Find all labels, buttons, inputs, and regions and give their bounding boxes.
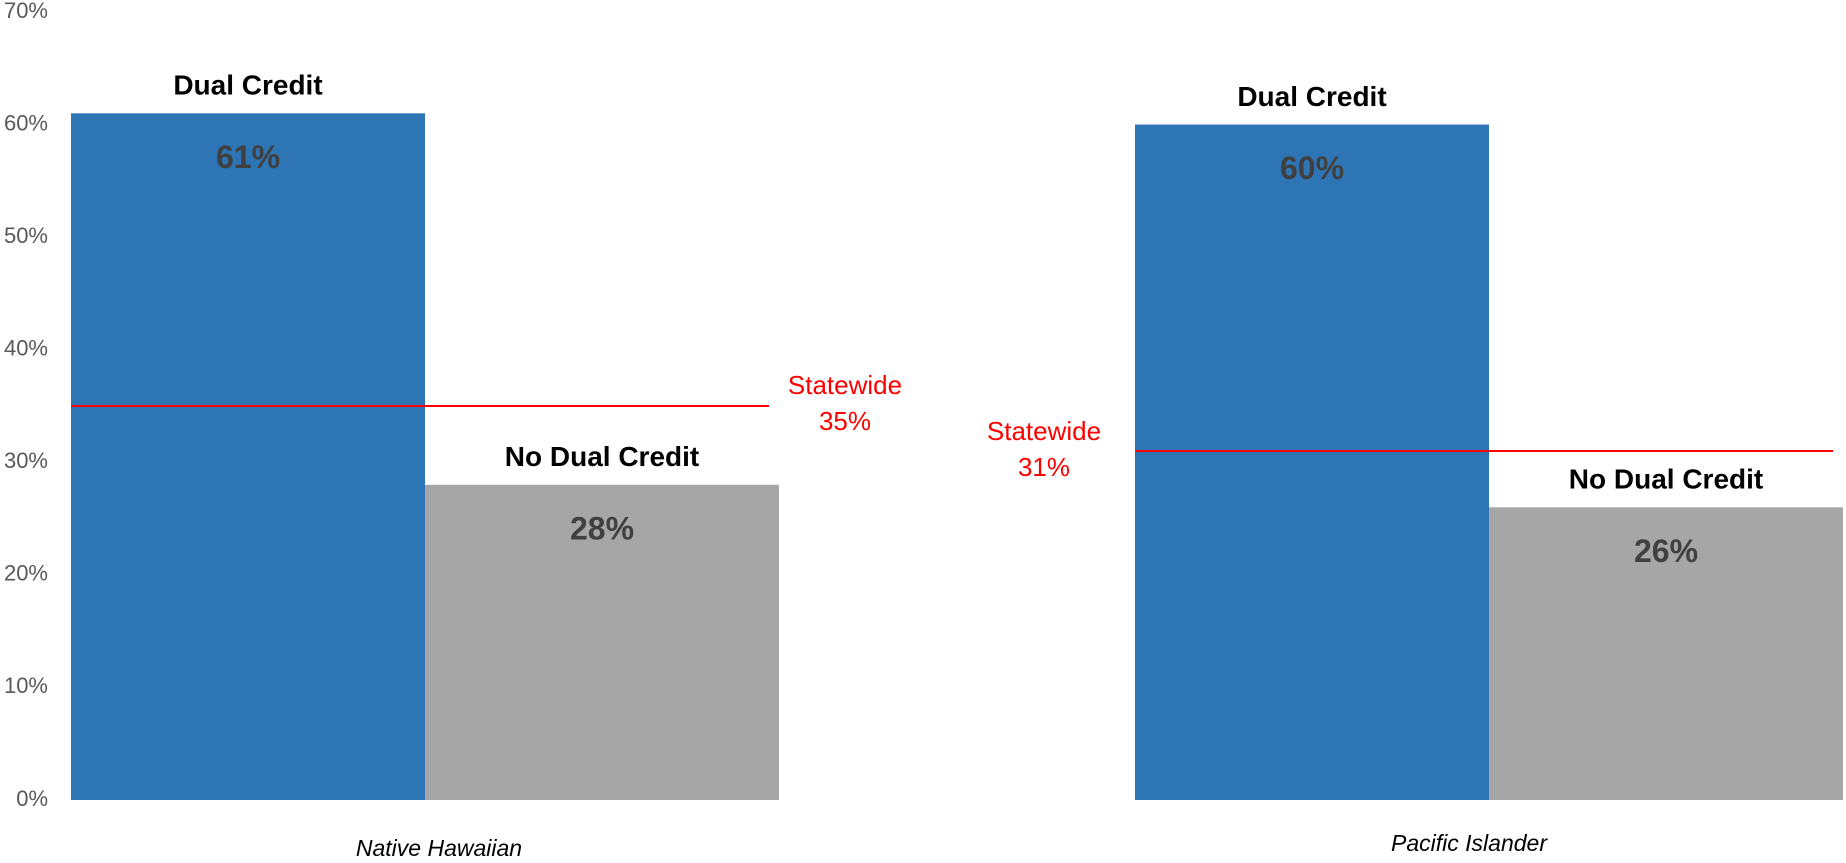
value-label: 28% <box>570 510 634 546</box>
series-label: No Dual Credit <box>1569 464 1763 495</box>
series-label: Dual Credit <box>1237 81 1386 112</box>
reference-value-label: 35% <box>819 406 871 436</box>
value-label: 26% <box>1634 533 1698 569</box>
category-label: Pacific Islander <box>1391 830 1548 856</box>
y-tick-label: 20% <box>4 561 48 586</box>
bar <box>71 113 425 801</box>
series-label: No Dual Credit <box>505 441 699 472</box>
y-tick-label: 60% <box>4 110 48 135</box>
bar <box>1489 507 1843 800</box>
value-label: 61% <box>216 139 280 175</box>
series-label: Dual Credit <box>173 70 322 101</box>
y-tick-label: 30% <box>4 448 48 473</box>
y-tick-label: 50% <box>4 223 48 248</box>
bar <box>1135 124 1489 801</box>
category-label: Native Hawaiian <box>356 835 522 861</box>
y-tick-label: 70% <box>4 0 48 23</box>
reference-value-label: 31% <box>1018 452 1070 482</box>
y-tick-label: 0% <box>16 786 48 811</box>
bar <box>425 484 779 800</box>
reference-label: Statewide <box>987 416 1101 446</box>
y-tick-label: 40% <box>4 336 48 361</box>
value-label: 60% <box>1280 150 1344 186</box>
y-tick-label: 10% <box>4 673 48 698</box>
reference-label: Statewide <box>788 370 902 400</box>
